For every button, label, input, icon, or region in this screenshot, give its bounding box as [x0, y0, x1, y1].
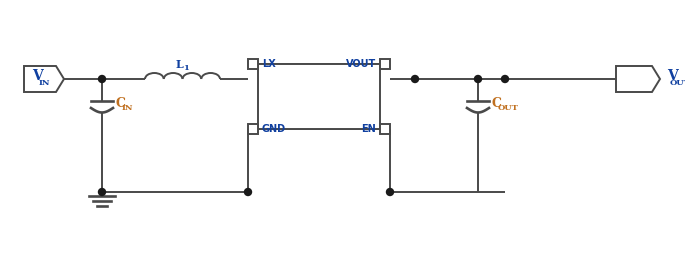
Text: IN: IN: [38, 79, 50, 87]
Text: V: V: [32, 69, 42, 83]
Circle shape: [99, 188, 105, 196]
Text: OUT: OUT: [669, 79, 685, 87]
Circle shape: [99, 76, 105, 82]
Text: VOUT: VOUT: [346, 59, 376, 69]
Circle shape: [386, 188, 393, 196]
Text: EN: EN: [361, 124, 376, 134]
Text: GND: GND: [262, 124, 286, 134]
Text: L: L: [175, 60, 184, 70]
Circle shape: [501, 76, 508, 82]
Text: OUT: OUT: [498, 105, 519, 113]
Text: IN: IN: [122, 105, 134, 113]
Bar: [248, 59, 258, 69]
Circle shape: [475, 76, 482, 82]
Circle shape: [412, 76, 419, 82]
Bar: [258, 64, 380, 129]
Circle shape: [245, 188, 251, 196]
Bar: [380, 124, 390, 134]
Text: C: C: [492, 97, 502, 110]
Bar: [248, 124, 258, 134]
Text: C: C: [116, 97, 126, 110]
Text: V: V: [667, 69, 677, 83]
Text: 1: 1: [183, 64, 188, 72]
Bar: [380, 59, 390, 69]
Text: LX: LX: [262, 59, 276, 69]
